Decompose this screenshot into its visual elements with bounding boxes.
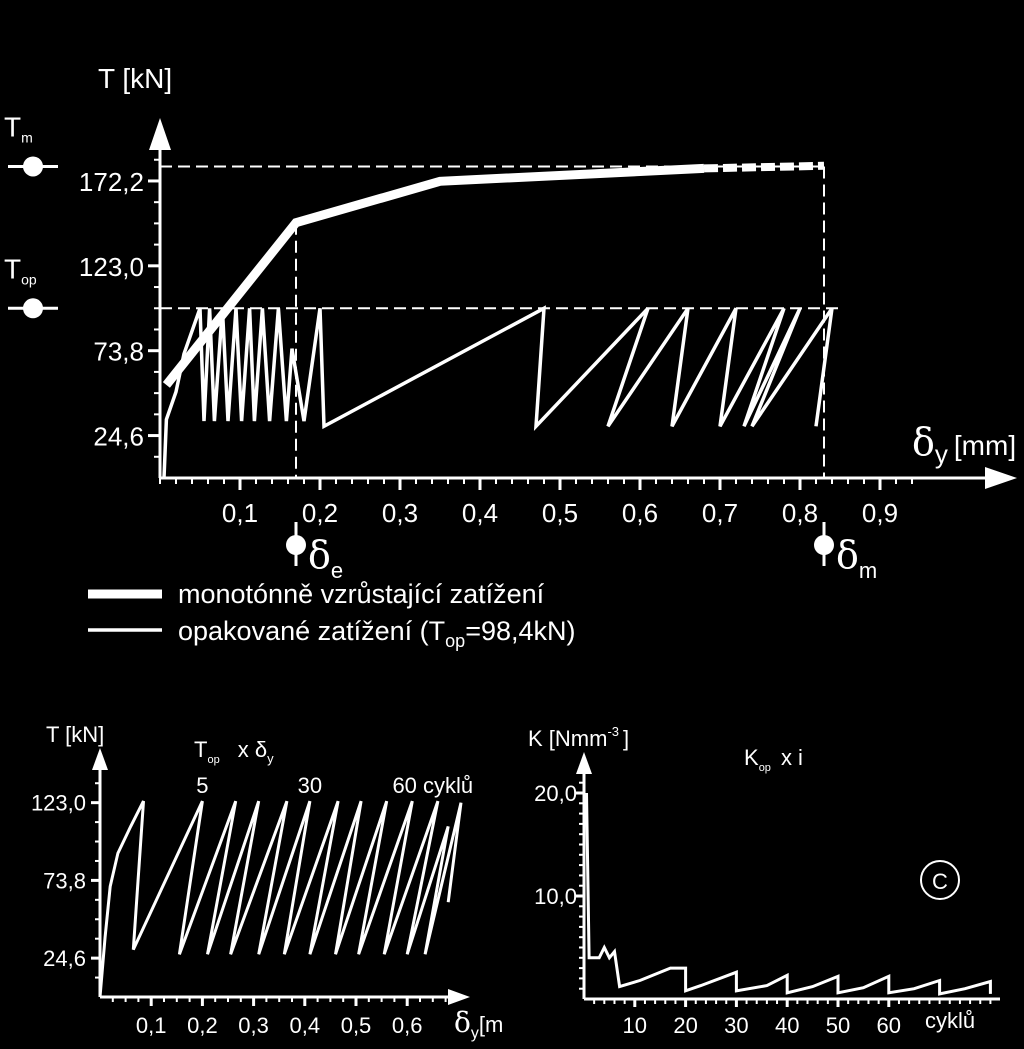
y-tick-label: 73,8 bbox=[43, 868, 86, 893]
y-tick-label: 24,6 bbox=[93, 422, 144, 452]
x-tick-label: 0,1 bbox=[136, 1013, 167, 1038]
series-k-op bbox=[585, 792, 992, 996]
x-axis-label: cyklů bbox=[925, 1008, 975, 1033]
marker-label-Top: Top bbox=[4, 253, 37, 287]
x-tick-label: 0,4 bbox=[462, 498, 498, 528]
series-monotonne-tail bbox=[703, 161, 825, 173]
y-axis-label: T [kN] bbox=[98, 63, 172, 94]
x-axis-arrow bbox=[448, 989, 470, 1005]
series-cycles bbox=[98, 800, 463, 998]
badge-label: C bbox=[932, 869, 948, 894]
x-axis-label: δy [mm] bbox=[912, 420, 1016, 469]
main-chart: T [kN] 172,2 123,0 73,8 24,6 0,1 0,2 0,3 0,4 0,5 0… bbox=[4, 63, 1017, 583]
x-axis-arrow bbox=[985, 467, 1017, 489]
y-axis-label: T [kN] bbox=[46, 722, 104, 747]
y-tick-label: 123,0 bbox=[31, 791, 86, 816]
x-tick-label: 0,5 bbox=[341, 1013, 372, 1038]
y-tick-label: 24,6 bbox=[43, 946, 86, 971]
series-monotonne bbox=[162, 163, 705, 388]
x-tick-label: 0,8 bbox=[782, 498, 818, 528]
legend-label-monotonne: monotónně vzrůstající zatížení bbox=[178, 579, 545, 609]
y-axis-label: K [Nmm-3] bbox=[528, 724, 629, 751]
chart-k-op-cycles: K [Nmm-3] 20,0 10,0 10 20 30 40 50 60 cyklů Kop x i… bbox=[528, 724, 1000, 1038]
y-tick-label: 123,0 bbox=[79, 252, 144, 282]
x-tick-label: 0,6 bbox=[392, 1013, 423, 1038]
x-tick-label: 0,7 bbox=[702, 498, 738, 528]
chart-title: Top x δy bbox=[194, 737, 274, 766]
series-opakovane bbox=[162, 305, 834, 479]
x-tick-label: 0,6 bbox=[622, 498, 658, 528]
y-tick-label: 20,0 bbox=[534, 781, 577, 806]
marker-label-Tm: Tm bbox=[4, 111, 33, 145]
chart-title: Kop x i bbox=[744, 745, 803, 774]
x-tick-label: 0,4 bbox=[290, 1013, 321, 1038]
x-tick-label: 20 bbox=[673, 1013, 697, 1038]
x-tick-label: 0,2 bbox=[302, 498, 338, 528]
x-tick-label: 0,3 bbox=[238, 1013, 269, 1038]
cycle-annotation: 5 bbox=[196, 773, 208, 798]
x-tick-label: 0,2 bbox=[187, 1013, 218, 1038]
cycle-annotation: 30 bbox=[298, 773, 322, 798]
x-tick-label: 0,3 bbox=[382, 498, 418, 528]
legend: monotónně vzrůstající zatížení opakované … bbox=[88, 579, 576, 651]
x-axis-label: δy[m bbox=[454, 1006, 503, 1042]
marker-label-dm: δm bbox=[836, 533, 877, 583]
x-tick-label: 0,5 bbox=[542, 498, 578, 528]
marker-dot-dm bbox=[814, 535, 834, 555]
marker-dot-Tm bbox=[23, 156, 43, 177]
x-tick-label: 60 bbox=[877, 1013, 901, 1038]
y-axis-arrow bbox=[576, 752, 592, 774]
cycle-annotation: 60 cyklů bbox=[392, 773, 473, 798]
x-tick-label: 40 bbox=[775, 1013, 799, 1038]
x-tick-label: 50 bbox=[826, 1013, 850, 1038]
x-tick-label: 30 bbox=[724, 1013, 748, 1038]
x-tick-label: 0,1 bbox=[222, 498, 258, 528]
x-tick-label: 10 bbox=[623, 1013, 647, 1038]
marker-dot-de bbox=[286, 535, 306, 555]
y-tick-label: 73,8 bbox=[93, 337, 144, 367]
y-tick-label: 172,2 bbox=[79, 167, 144, 197]
marker-dot-Top bbox=[23, 298, 43, 319]
y-tick-label: 10,0 bbox=[534, 884, 577, 909]
x-tick-label: 0,9 bbox=[862, 498, 898, 528]
marker-label-de: δe bbox=[308, 533, 343, 583]
y-axis-arrow bbox=[149, 118, 171, 150]
y-axis-arrow bbox=[92, 748, 108, 770]
legend-label-opakovane: opakované zatížení (Top=98,4kN) bbox=[178, 616, 576, 651]
badge-circle bbox=[920, 860, 960, 900]
chart-cycles-t-delta: T [kN] 123,0 73,8 24,6 0,1 0,2 0,3 0,4 0,5 0,6 δy[… bbox=[31, 722, 503, 1042]
